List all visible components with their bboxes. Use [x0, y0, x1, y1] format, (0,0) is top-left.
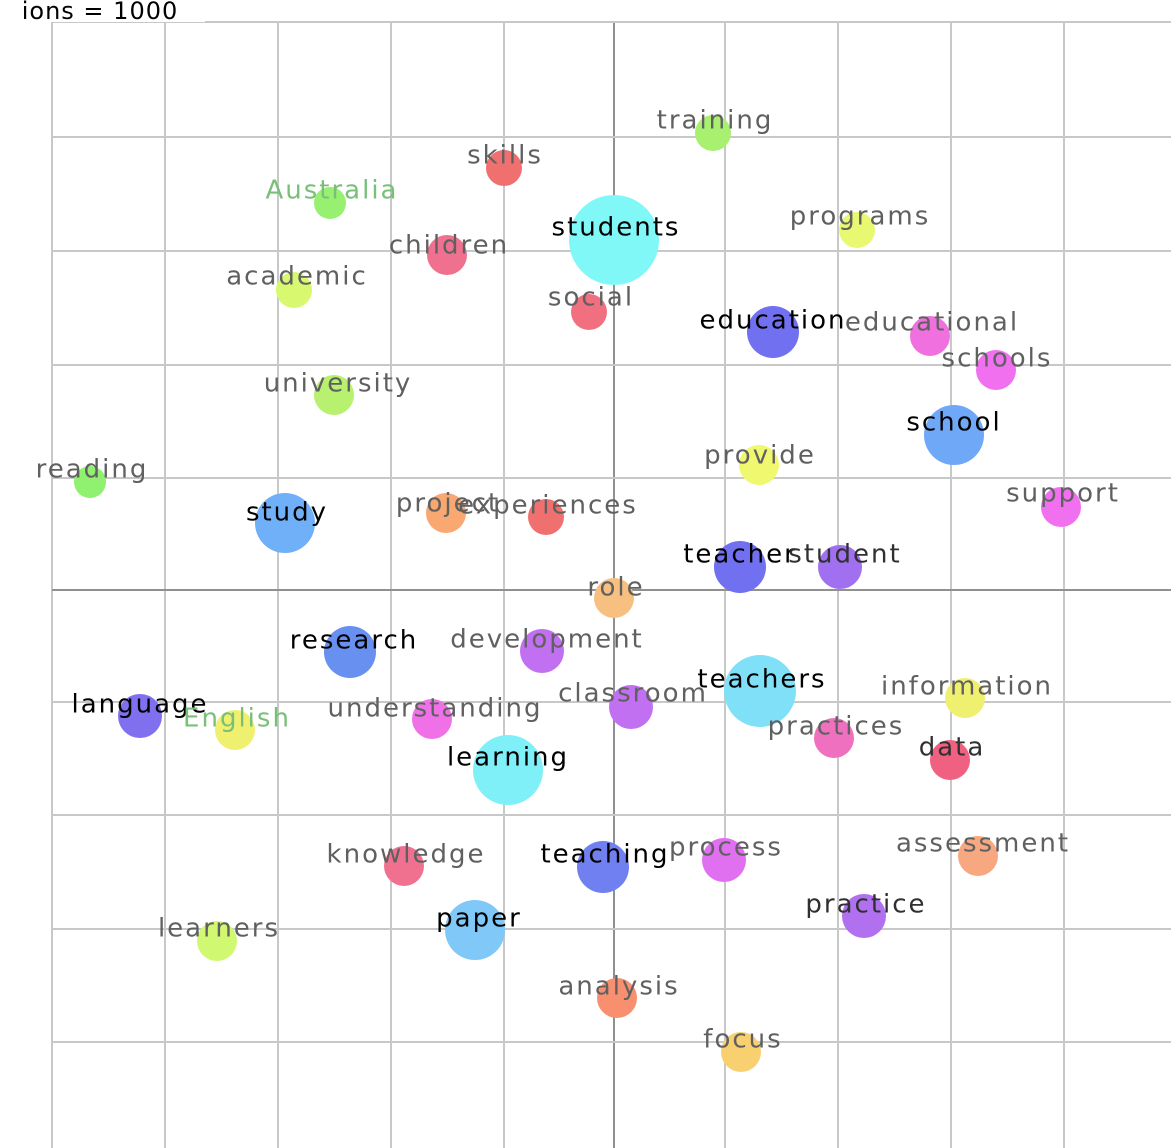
word-bubble	[197, 921, 237, 961]
word-label: teaching	[540, 840, 669, 870]
word-bubble	[215, 710, 255, 750]
word-bubble	[569, 195, 659, 285]
word-label: programs	[790, 202, 931, 232]
word-label: assessment	[896, 829, 1070, 859]
word-label: reading	[36, 455, 149, 485]
word-bubble	[314, 187, 346, 219]
word-label: training	[657, 106, 774, 136]
word-bubble	[910, 316, 950, 356]
word-label: practices	[768, 712, 905, 742]
word-bubble	[976, 350, 1016, 390]
word-label: Australia	[265, 176, 398, 206]
bubbles	[74, 115, 1081, 1072]
word-bubble	[945, 678, 985, 718]
word-label: understanding	[327, 694, 542, 724]
word-label: university	[264, 369, 413, 399]
word-label: project	[396, 489, 500, 519]
word-label: children	[389, 231, 509, 261]
word-label: social	[548, 283, 634, 313]
word-label: data	[919, 733, 986, 763]
word-bubble	[276, 272, 312, 308]
word-label: student	[788, 540, 901, 570]
word-bubble	[714, 541, 766, 593]
word-bubble	[958, 836, 998, 876]
word-bubble	[118, 694, 162, 738]
word-label: focus	[703, 1025, 782, 1055]
word-bubble	[839, 212, 875, 248]
word-label: skills	[467, 141, 543, 171]
word-label: process	[669, 833, 783, 863]
word-bubble	[473, 735, 543, 805]
word-bubble	[609, 685, 653, 729]
word-bubble	[747, 306, 799, 358]
word-label: development	[450, 625, 644, 655]
word-label: language	[71, 690, 208, 720]
word-label: research	[290, 626, 418, 656]
word-bubble	[597, 978, 637, 1018]
word-bubble	[528, 499, 564, 535]
word-label: classroom	[558, 679, 708, 709]
word-bubble	[571, 294, 607, 330]
word-label: teacher	[683, 540, 797, 570]
word-bubble	[739, 445, 779, 485]
header-text: ions = 1000	[22, 0, 179, 25]
word-label: knowledge	[327, 840, 486, 870]
word-bubble	[695, 115, 731, 151]
word-label: education	[699, 306, 846, 336]
word-label: practice	[805, 890, 926, 920]
header-bg	[0, 0, 205, 22]
word-bubble	[1041, 487, 1081, 527]
word-bubble	[255, 493, 315, 553]
word-bubble	[74, 466, 106, 498]
word-bubble	[594, 578, 634, 618]
word-label: educational	[845, 308, 1019, 338]
word-label: role	[587, 573, 644, 603]
word-label: learners	[158, 914, 280, 944]
word-bubble	[445, 900, 505, 960]
word-label: learning	[447, 743, 569, 773]
word-bubble	[721, 1032, 761, 1072]
word-bubble	[924, 405, 984, 465]
word-bubble	[486, 150, 522, 186]
word-label: study	[246, 498, 328, 528]
word-label: students	[552, 213, 681, 243]
word-bubble	[314, 375, 354, 415]
word-bubble	[930, 740, 970, 780]
word-bubble	[426, 493, 466, 533]
word-bubble	[324, 626, 376, 678]
word-label: school	[906, 408, 1001, 438]
word-bubble	[724, 655, 796, 727]
word-bubble	[384, 846, 424, 886]
word-label: experiences	[458, 491, 638, 521]
word-bubble	[842, 894, 886, 938]
word-bubble	[814, 718, 854, 758]
word-label: academic	[226, 262, 368, 292]
word-bubble	[818, 545, 862, 589]
word-bubble	[577, 841, 629, 893]
word-bubble	[427, 235, 467, 275]
word-label: support	[1006, 479, 1120, 509]
word-label: English	[183, 704, 291, 734]
word-bubble	[412, 699, 452, 739]
word-label: schools	[942, 344, 1053, 374]
word-label: provide	[704, 441, 816, 471]
word-label: information	[881, 672, 1053, 702]
labels: training skills Australia students programs c…	[36, 106, 1120, 1055]
word-label: paper	[436, 904, 522, 934]
word-label: teachers	[697, 665, 826, 695]
word-bubble	[702, 838, 746, 882]
word-bubble	[520, 629, 564, 673]
word-label: analysis	[558, 972, 679, 1002]
